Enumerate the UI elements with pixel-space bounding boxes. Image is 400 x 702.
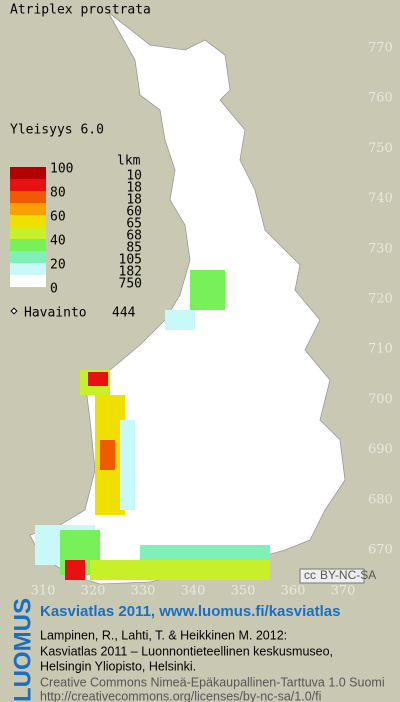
legend-scale-label: 20 xyxy=(50,258,66,273)
grid-x-label: 360 xyxy=(281,584,306,599)
legend-count: 68 xyxy=(126,229,142,244)
legend-scale-label: 60 xyxy=(50,210,66,225)
cc-terms: BY-NC-SA xyxy=(320,568,376,582)
grid-y-label: 720 xyxy=(368,292,393,307)
grid-x-label: 370 xyxy=(331,584,356,599)
legend-swatch xyxy=(10,167,46,179)
grid-y-label: 740 xyxy=(368,191,393,206)
legend-swatch xyxy=(10,239,46,251)
citation: Helsingin Yliopisto, Helsinki. xyxy=(40,659,196,673)
grid-x-label: 350 xyxy=(231,584,256,599)
legend-swatch xyxy=(10,275,46,287)
grid-y-label: 670 xyxy=(368,543,393,558)
legend-swatch xyxy=(10,191,46,203)
legend-count: 10 xyxy=(126,169,142,184)
finland-outline xyxy=(29,11,346,585)
frequency: Yleisyys 6.0 xyxy=(10,123,104,138)
observations-count: 444 xyxy=(112,306,136,321)
legend-swatch xyxy=(10,227,46,239)
grid-y-label: 680 xyxy=(368,492,393,507)
grid-x-label: 330 xyxy=(131,584,156,599)
legend-swatch xyxy=(10,203,46,215)
legend-count: 750 xyxy=(119,277,142,292)
logo: LUOMUS xyxy=(9,598,36,702)
grid-y-label: 710 xyxy=(368,342,393,357)
grid-x-label: 320 xyxy=(81,584,106,599)
grid-y-label: 730 xyxy=(368,241,393,256)
legend-swatch xyxy=(10,215,46,227)
citation: Lampinen, R., Lahti, T. & Heikkinen M. 2… xyxy=(40,628,287,642)
legend-count: 60 xyxy=(126,205,142,220)
grid-y-label: 690 xyxy=(368,442,393,457)
grid-y-label: 770 xyxy=(368,41,393,56)
legend-scale-label: 40 xyxy=(50,234,66,249)
legend-count: 18 xyxy=(126,181,142,196)
grid-x-label: 310 xyxy=(31,584,56,599)
legend-count: 18 xyxy=(126,193,142,208)
cc-mark: cc xyxy=(304,568,316,582)
observations-label: Havainto xyxy=(24,306,87,321)
coastal-cells xyxy=(35,270,270,580)
legend-count: 182 xyxy=(119,265,142,280)
citation: Kasviatlas 2011 – Luonnontieteellinen ke… xyxy=(40,644,333,658)
license: Creative Commons Nimeä-Epäkaupallinen-Ta… xyxy=(40,675,385,689)
headline: Kasviatlas 2011, www.luomus.fi/kasviatla… xyxy=(40,603,340,620)
legend-scale-label: 100 xyxy=(50,162,73,177)
count-heading: lkm xyxy=(117,154,141,169)
species-title: Atriplex prostrata xyxy=(10,3,151,18)
legend-scale-label: 0 xyxy=(50,282,58,297)
grid-y-label: 760 xyxy=(368,91,393,106)
cc-badge xyxy=(299,568,365,584)
legend-swatch xyxy=(10,263,46,275)
grid-x-label: 340 xyxy=(181,584,206,599)
grid-y-label: 750 xyxy=(368,141,393,156)
legend-count: 105 xyxy=(119,253,142,268)
observation-symbol xyxy=(10,307,18,315)
legend-count: 65 xyxy=(126,217,142,232)
license-url: http://creativecommons.org/licenses/by-n… xyxy=(40,689,321,702)
legend-count: 85 xyxy=(126,241,142,256)
grid-y-label: 700 xyxy=(368,392,393,407)
legend-scale-label: 80 xyxy=(50,186,66,201)
legend-swatch xyxy=(10,179,46,191)
legend-swatch xyxy=(10,251,46,263)
